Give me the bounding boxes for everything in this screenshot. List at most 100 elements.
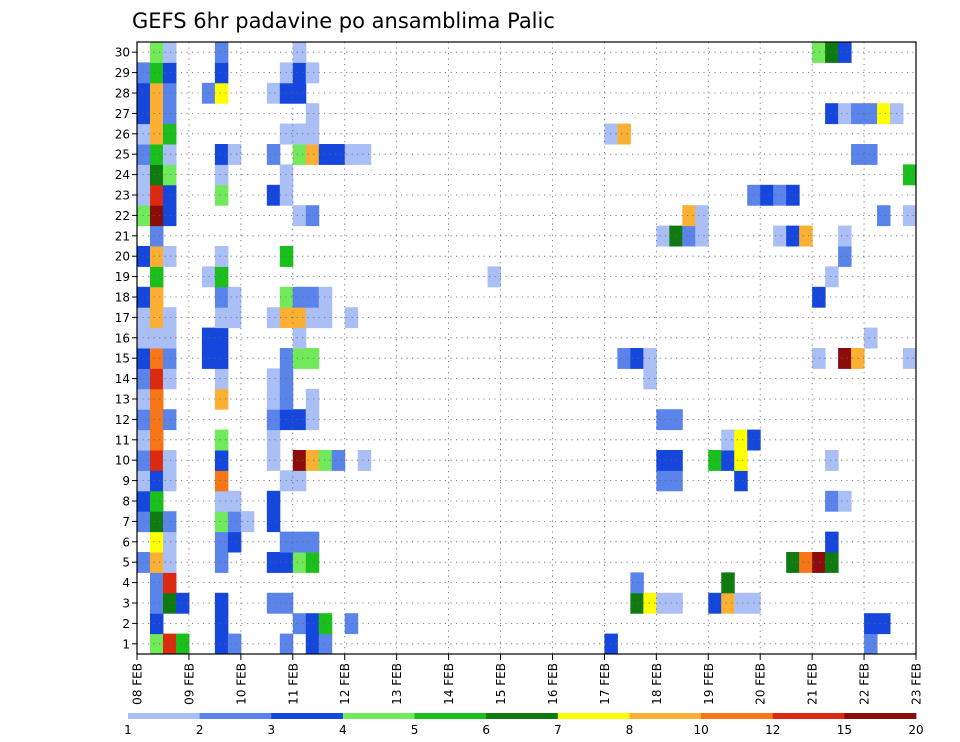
heatmap-cell (137, 450, 151, 471)
y-tick-label: 21 (115, 229, 130, 243)
heatmap-cell (227, 633, 242, 655)
colorbar-swatch (414, 713, 487, 719)
heatmap-cell (162, 348, 177, 369)
x-tick-label: 17 FEB (598, 663, 612, 705)
y-tick-label: 3 (122, 597, 130, 611)
heatmap-cell (149, 82, 164, 104)
x-tick-label: 15 FEB (494, 663, 508, 705)
heatmap-cell (825, 450, 839, 471)
heatmap-cell (292, 613, 307, 635)
heatmap-cell (838, 490, 852, 512)
heatmap-cell (656, 225, 670, 247)
heatmap-cell (331, 450, 346, 471)
heatmap-cell (643, 348, 657, 369)
heatmap-cell (137, 327, 151, 349)
colorbar-label: 3 (267, 723, 275, 737)
y-tick-label: 23 (115, 189, 130, 203)
heatmap-cell (162, 144, 177, 165)
heatmap-cell (877, 613, 891, 635)
heatmap-cell (137, 511, 151, 533)
y-tick-label: 22 (115, 209, 130, 223)
colorbar-label: 8 (626, 723, 634, 737)
colorbar-label: 15 (837, 723, 852, 737)
plot-frame (136, 41, 917, 655)
heatmap-cell (292, 205, 307, 227)
heatmap-cell (903, 205, 917, 227)
colorbar-label: 5 (411, 723, 419, 737)
heatmap-cell (214, 592, 229, 614)
heatmap-cell (137, 62, 151, 84)
y-tick-label: 14 (115, 372, 130, 386)
heatmap-cell (162, 164, 177, 186)
colorbar-swatch (486, 713, 559, 719)
heatmap-cell (149, 164, 164, 186)
y-tick-label: 20 (115, 250, 130, 264)
heatmap-cell (137, 246, 151, 267)
heatmap-cell (149, 144, 164, 165)
heatmap-cell (266, 82, 281, 104)
heatmap-cell (838, 225, 852, 247)
heatmap-cell (305, 62, 320, 84)
colorbar-swatch (844, 713, 917, 719)
heatmap-cell (305, 103, 320, 125)
heatmap-cell (137, 429, 151, 451)
heatmap-cell (318, 144, 333, 165)
heatmap-cell (344, 613, 359, 635)
heatmap-cell (656, 409, 670, 431)
y-tick-label: 15 (115, 352, 130, 366)
heatmap-cell (695, 225, 709, 247)
heatmap-cell (812, 348, 826, 369)
heatmap-cell (357, 144, 372, 165)
heatmap-cell (175, 592, 190, 614)
x-tick-label: 22 FEB (858, 663, 872, 705)
heatmap-cell (162, 470, 177, 492)
heatmap-cell (292, 62, 307, 84)
heatmap-cell (137, 552, 151, 573)
colorbar-swatch (629, 713, 702, 719)
heatmap-cell (695, 205, 709, 227)
heatmap-cell (266, 429, 281, 451)
y-tick-label: 5 (122, 556, 130, 570)
heatmap-cell (162, 592, 177, 614)
heatmap-cell (864, 103, 878, 125)
heatmap-cell (214, 490, 229, 512)
heatmap-cell (292, 123, 307, 145)
heatmap-cell (214, 450, 229, 471)
heatmap-cell (812, 286, 826, 308)
y-tick-label: 4 (122, 576, 130, 590)
heatmap-cell (266, 368, 281, 390)
heatmap-cell (786, 225, 800, 247)
heatmap-cell (162, 184, 177, 206)
heatmap-cell (227, 144, 242, 165)
heatmap-cell (162, 103, 177, 125)
heatmap-cell (137, 103, 151, 125)
heatmap-cell (305, 144, 320, 165)
heatmap-cell (214, 164, 229, 186)
heatmap-cell (214, 82, 229, 104)
heatmap-cell (630, 592, 644, 614)
heatmap-cell (643, 592, 657, 614)
heatmap-cell (137, 82, 151, 104)
heatmap-cell (331, 144, 346, 165)
heatmap-cell (266, 490, 281, 512)
colorbar-label: 20 (908, 723, 923, 737)
heatmap-cell (214, 348, 229, 369)
y-tick-label: 2 (122, 617, 130, 631)
heatmap-cell (149, 409, 164, 431)
heatmap-cell (214, 633, 229, 655)
heatmap-cell (734, 429, 748, 451)
heatmap-cell (786, 184, 800, 206)
heatmap-cell (214, 266, 229, 288)
heatmap-cell (721, 592, 735, 614)
colorbar-swatch (772, 713, 845, 719)
heatmap-cell (149, 368, 164, 390)
heatmap-cell (305, 123, 320, 145)
colorbar-label: 4 (339, 723, 347, 737)
heatmap-cell (682, 225, 696, 247)
heatmap-cell (864, 613, 878, 635)
colorbar-label: 2 (196, 723, 204, 737)
y-tick-label: 26 (115, 127, 130, 141)
heatmap-cell (305, 409, 320, 431)
heatmap-cell (630, 572, 644, 594)
heatmap-cell (734, 592, 748, 614)
